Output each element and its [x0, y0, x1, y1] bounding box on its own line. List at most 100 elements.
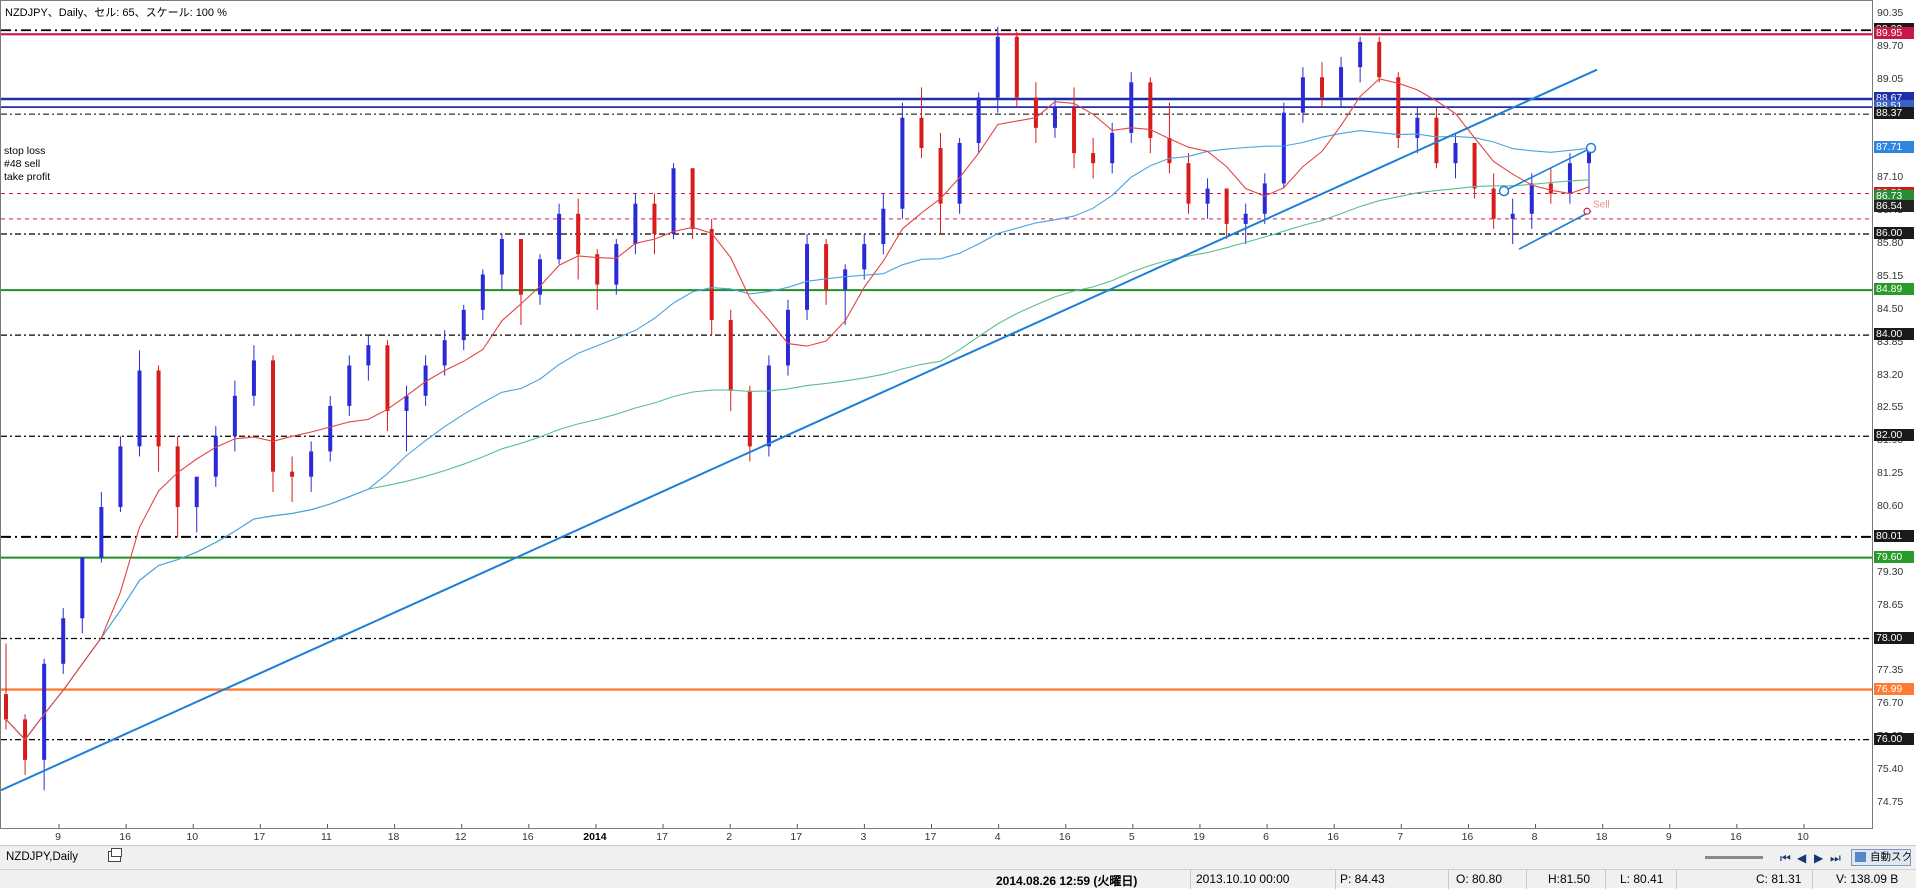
chart-title: NZDJPY、Daily、セル: 65、スケール: 100 % — [5, 7, 227, 19]
bull-candle — [995, 36, 1000, 98]
chart-tab[interactable]: NZDJPY,Daily — [6, 851, 78, 863]
price-level-tag: 76.99 — [1874, 682, 1914, 695]
price-level-tag: 78.00 — [1874, 631, 1914, 644]
bear-candle — [1548, 183, 1553, 194]
bull-candle — [881, 208, 886, 245]
bear-candle — [595, 254, 600, 285]
price-level-tag: 84.89 — [1874, 283, 1914, 296]
time-tick-label: 8 — [1531, 831, 1538, 843]
status-separator — [1812, 870, 1813, 889]
time-tick-label: 16 — [1327, 831, 1340, 843]
horizontal-scrollbar[interactable] — [1705, 856, 1763, 859]
scroll-first-icon[interactable]: ⏮ — [1780, 851, 1791, 865]
bull-candle — [1453, 142, 1458, 164]
moving-average-fast — [5, 78, 1590, 741]
bull-candle — [614, 244, 619, 285]
bear-candle — [728, 319, 733, 391]
bull-candle — [61, 618, 66, 664]
price-chart[interactable]: Sell — [1, 1, 1873, 829]
bull-candle — [309, 451, 314, 477]
scroll-right-icon[interactable]: ▶ — [1814, 851, 1824, 865]
time-tick-label: 17 — [253, 831, 266, 843]
bull-candle — [480, 274, 485, 310]
status-volume: V: 138.09 B — [1836, 872, 1899, 886]
time-tick-label: 6 — [1263, 831, 1269, 843]
status-separator — [1190, 870, 1191, 889]
bull-candle — [1110, 132, 1115, 164]
price-tick-label: 85.80 — [1877, 237, 1904, 250]
bull-candle — [366, 345, 371, 366]
sell-marker-label: Sell — [1593, 199, 1610, 210]
time-tick-label: 5 — [1128, 831, 1135, 843]
time-axis[interactable]: 9 16 10 17 11 18 12 16 2014 17 2 17 3 17 4 16 5 19 6 16 7 16 8… — [0, 829, 1873, 845]
price-tick-label: 83.20 — [1877, 368, 1904, 381]
price-level-tag: 79.60 — [1874, 550, 1914, 563]
bull-candle — [785, 309, 790, 366]
bear-candle — [1224, 188, 1229, 224]
bear-candle — [1377, 41, 1382, 78]
price-tick-label: 81.25 — [1877, 467, 1904, 480]
bull-candle — [957, 142, 962, 204]
price-axis[interactable]: 90.3589.7089.0588.4087.7587.1086.4585.80… — [1873, 0, 1916, 829]
scroll-left-icon[interactable]: ◀ — [1797, 851, 1807, 865]
chart-area[interactable]: Sell NZDJPY、Daily、セル: 65、スケール: 100 % sto… — [0, 0, 1873, 829]
scroll-last-icon[interactable]: ⏭ — [1830, 851, 1841, 865]
time-tick-label: 18 — [387, 831, 400, 843]
price-level-tag: 82.00 — [1874, 429, 1914, 442]
bull-candle — [1262, 183, 1267, 214]
time-tick-label: 16 — [521, 831, 534, 843]
bear-candle — [1319, 77, 1324, 98]
bull-candle — [976, 97, 981, 143]
channel-anchor-point — [1585, 142, 1597, 154]
price-level-tag: 76.00 — [1874, 732, 1914, 745]
order-label: #48 sell — [4, 158, 41, 170]
bull-candle — [1300, 77, 1305, 113]
price-tick-label: 77.35 — [1877, 664, 1904, 677]
bear-candle — [1396, 77, 1401, 138]
price-tick-label: 90.35 — [1877, 7, 1904, 20]
time-tick-label: 9 — [1665, 831, 1672, 843]
time-tick-label: 10 — [1797, 831, 1809, 843]
window-icon[interactable] — [108, 848, 122, 862]
bear-candle — [1434, 117, 1439, 164]
bull-candle — [1205, 188, 1210, 204]
bear-candle — [1033, 97, 1038, 128]
bear-candle — [690, 168, 695, 229]
bull-candle — [862, 244, 867, 270]
auto-scroll-button[interactable]: 自動スクロール — [1851, 849, 1911, 866]
bull-candle — [766, 365, 771, 447]
status-separator — [1605, 870, 1606, 889]
bull-candle — [80, 557, 85, 619]
time-tick-label: 16 — [1730, 831, 1742, 843]
time-tick-label: 16 — [119, 831, 131, 843]
bull-candle — [1587, 148, 1591, 164]
time-tick-label: 11 — [321, 831, 332, 843]
price-level-tag: 88.37 — [1874, 107, 1914, 120]
bull-candle — [1129, 82, 1134, 133]
time-tick-label: 18 — [1595, 831, 1608, 843]
bull-candle — [347, 365, 352, 406]
bear-candle — [1014, 36, 1019, 98]
bear-candle — [1491, 188, 1496, 219]
bull-candle — [118, 446, 123, 508]
channel-upper-line — [1503, 147, 1592, 192]
price-level-tag: 80.01 — [1874, 529, 1914, 542]
bull-candle — [1052, 107, 1057, 128]
bear-candle — [747, 390, 752, 447]
bull-candle — [671, 168, 676, 235]
channel-anchor-point — [1498, 185, 1510, 197]
bull-candle — [99, 507, 104, 558]
status-open: O: 80.80 — [1456, 872, 1503, 886]
price-tick-label: 80.60 — [1877, 500, 1904, 513]
bull-candle — [1339, 67, 1344, 98]
status-separator — [1448, 870, 1449, 889]
moving-average-mid — [5, 130, 1590, 741]
status-high: H:81.50 — [1548, 872, 1591, 886]
take-profit-label: take profit — [4, 171, 51, 183]
price-level-tag: 86.54 — [1874, 199, 1914, 212]
price-tick-label: 89.05 — [1877, 72, 1904, 85]
status-separator — [1676, 870, 1677, 889]
bull-candle — [633, 203, 638, 245]
time-tick-label: 17 — [790, 831, 803, 843]
bull-candle — [538, 259, 543, 295]
